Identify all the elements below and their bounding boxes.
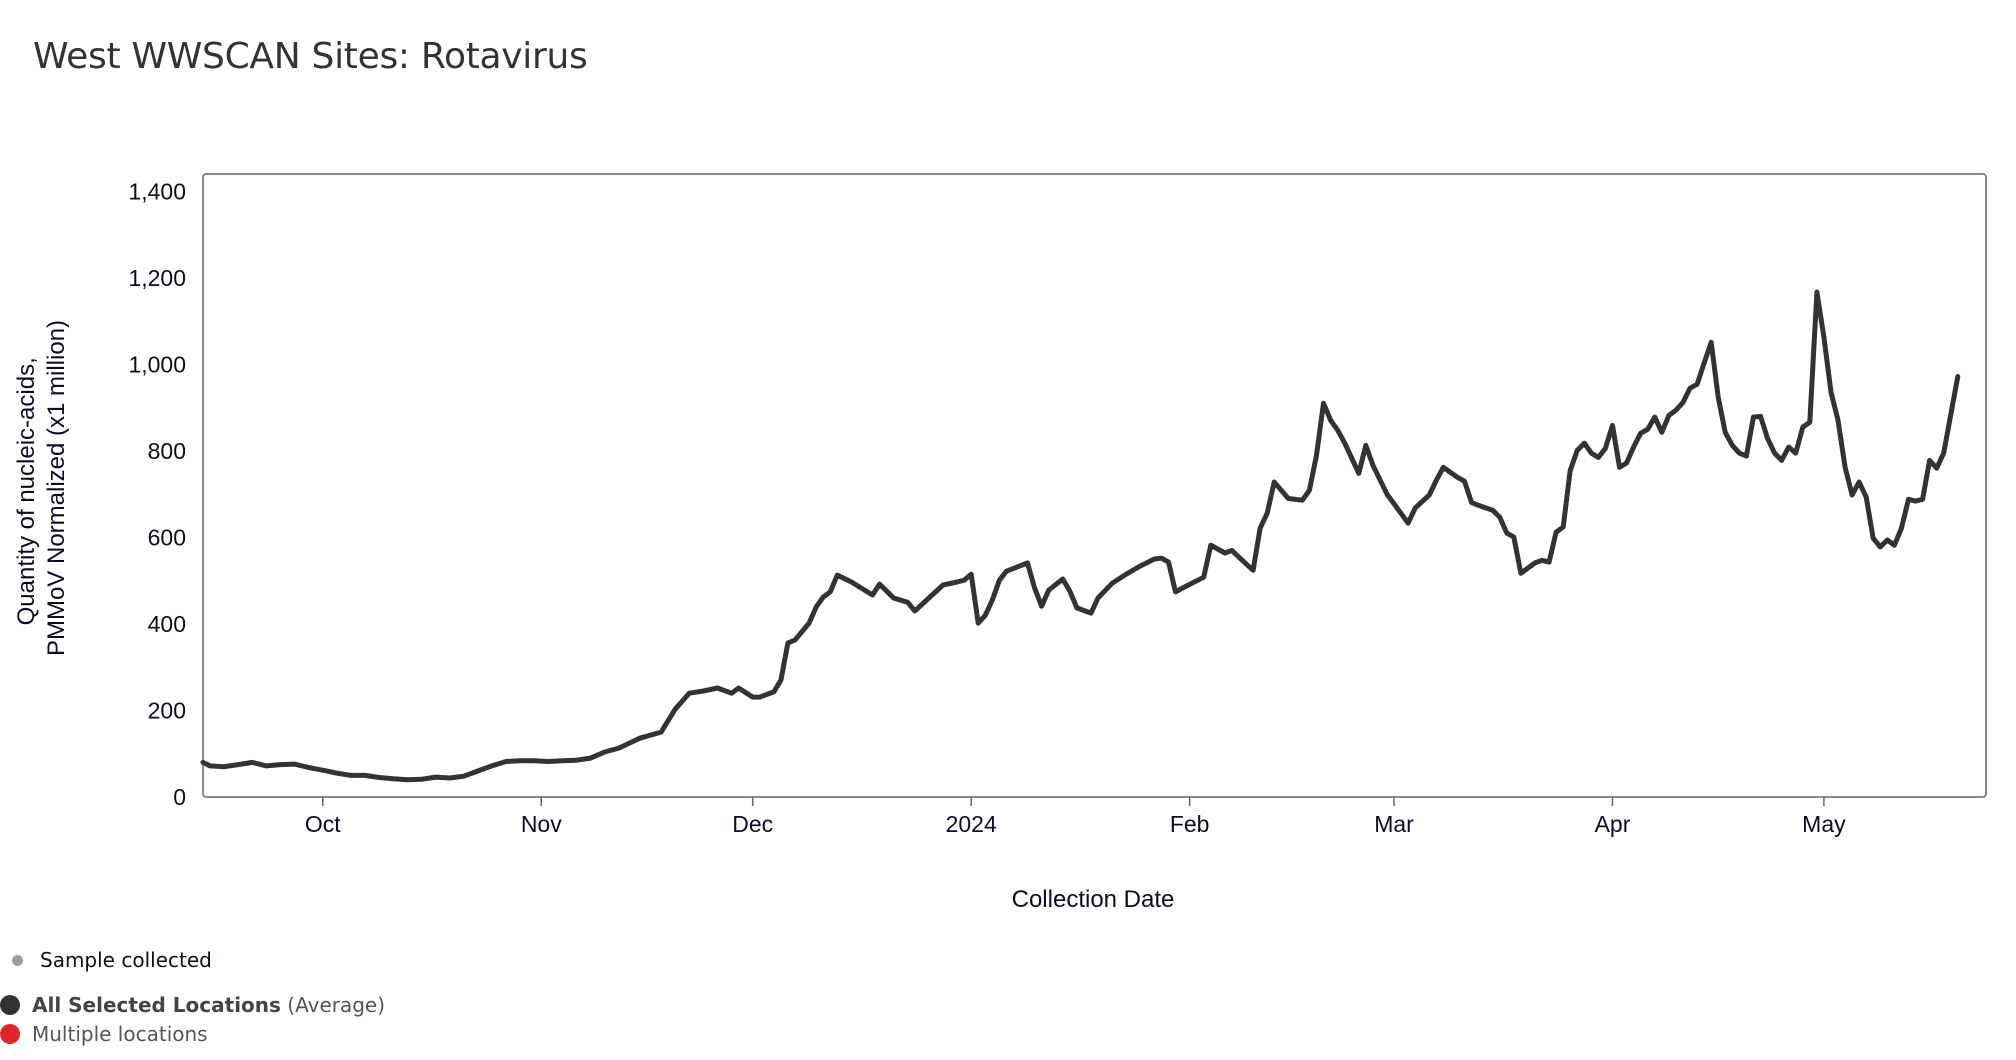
legend-item-average[interactable]: All Selected Locations (Average)	[0, 993, 385, 1017]
plot-frame	[202, 173, 1987, 798]
y-tick-label: 800	[148, 438, 186, 464]
legend-label-suffix: (Average)	[287, 993, 386, 1017]
y-tick-label: 400	[148, 611, 186, 637]
chart-title: West WWSCAN Sites: Rotavirus	[33, 36, 588, 77]
legend-label: All Selected Locations (Average)	[32, 993, 385, 1017]
y-tick-label: 600	[148, 524, 186, 550]
y-tick-label: 0	[173, 784, 186, 810]
x-tick-label: Dec	[732, 811, 773, 837]
legend-item-multiple[interactable]: Multiple locations	[0, 1022, 208, 1046]
y-tick-label: 1,400	[128, 178, 186, 204]
x-tick-label: Oct	[305, 811, 341, 837]
x-tick-label: Feb	[1170, 811, 1210, 837]
y-axis-title-line2: PMMoV Normalized (x1 million)	[43, 320, 70, 656]
average-dot-icon	[0, 995, 20, 1015]
x-tick-label: May	[1802, 811, 1846, 837]
x-tick-label: Mar	[1374, 811, 1414, 837]
y-axis: 0 200 400 600 800 1,000 1,200 1,400	[128, 178, 186, 810]
x-axis: Oct Nov Dec 2024 Feb Mar Apr May	[305, 797, 1846, 837]
x-axis-title: Collection Date	[1012, 886, 1175, 913]
y-axis-title-line1: Quantity of nucleic-acids,	[13, 357, 40, 625]
y-tick-label: 1,000	[128, 351, 186, 377]
multiple-dot-icon	[0, 1024, 20, 1044]
x-tick-label: Nov	[521, 811, 562, 837]
legend-label-bold: All Selected Locations	[32, 993, 281, 1017]
legend-item-sample[interactable]: Sample collected	[0, 948, 212, 972]
y-tick-label: 1,200	[128, 265, 186, 291]
legend-label: Sample collected	[40, 948, 212, 972]
sample-dot-icon	[12, 954, 23, 966]
y-axis-title: Quantity of nucleic-acids, PMMoV Normali…	[13, 320, 70, 656]
series-line-average	[200, 289, 1961, 783]
x-tick-label: Apr	[1595, 811, 1631, 837]
y-tick-label: 200	[148, 697, 186, 723]
legend-label: Multiple locations	[32, 1022, 208, 1046]
x-tick-label: 2024	[946, 811, 997, 837]
